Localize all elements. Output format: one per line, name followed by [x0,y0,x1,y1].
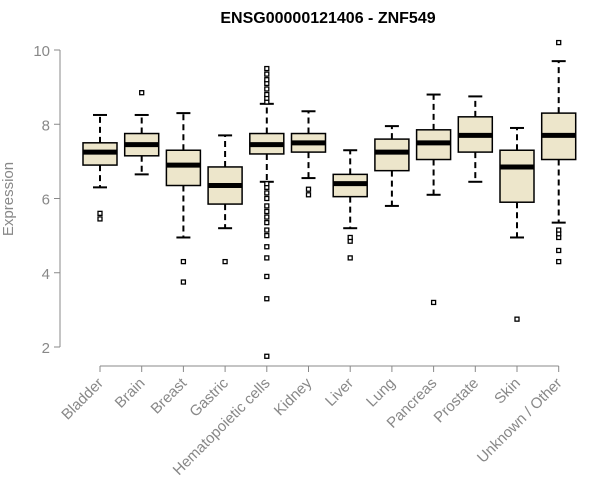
outlier-point [264,91,270,98]
x-tick-label: Skin [491,375,524,408]
x-tick-label: Brain [112,375,149,412]
outlier-point [97,216,103,222]
x-tick-label: Breast [148,374,191,417]
iqr-box [374,138,410,172]
y-tick-label: 6 [42,192,50,209]
outlier-point [347,255,353,261]
outlier-point [264,244,270,250]
outlier-point [264,296,270,302]
x-tick-label: Kidney [271,374,316,419]
chart-title: ENSG00000121406 - ZNF549 [220,10,435,27]
outlier-point [347,234,353,241]
outlier-point [430,299,437,306]
y-tick-label: 8 [42,117,50,134]
outlier-point [305,186,312,192]
box-group [123,90,160,176]
outlier-point [139,90,145,96]
outlier-point [264,71,270,77]
outlier-point [180,279,187,285]
outlier-point [264,227,270,233]
outlier-point [264,180,270,187]
x-tick-label: Lung [363,375,399,411]
outlier-point [556,227,562,233]
y-tick-label: 10 [33,43,50,60]
y-axis: 2 4 6 8 10 [33,43,61,357]
box-group [332,149,368,261]
outlier-point [556,39,562,46]
outlier-point [305,192,312,198]
outlier-point [264,214,270,220]
box-series [82,39,577,359]
y-axis-title: Expression [0,162,17,236]
outlier-point [264,190,270,196]
outlier-point [264,65,270,72]
box-group [290,110,327,198]
outlier-point [514,316,520,322]
outlier-point [556,258,562,265]
box-group [207,134,243,265]
outlier-point [556,247,562,254]
box-group [249,65,285,359]
box-group [415,93,452,306]
x-tick-label: Bladder [58,375,107,424]
iqr-box [499,149,535,203]
box-group [499,126,535,322]
box-group [540,39,577,265]
outlier-point [264,273,270,280]
box-group [165,112,202,285]
outlier-point [264,208,270,215]
box-group [82,113,118,222]
y-tick-label: 2 [42,340,50,357]
outlier-point [264,219,270,226]
outlier-point [180,258,187,265]
outlier-point [264,203,270,209]
iqr-box [165,149,202,187]
outlier-point [264,232,270,239]
outlier-point [264,353,270,359]
box-group [457,95,494,183]
outlier-point [264,195,270,202]
x-tick-label: Prostate [431,375,483,427]
outlier-point [264,255,270,261]
outlier-point [264,86,270,92]
outlier-point [97,210,103,217]
box-group [374,125,410,207]
outlier-point [264,77,270,83]
outlier-point [222,258,228,265]
x-tick-label: Liver [322,375,357,410]
y-tick-label: 4 [42,266,50,283]
